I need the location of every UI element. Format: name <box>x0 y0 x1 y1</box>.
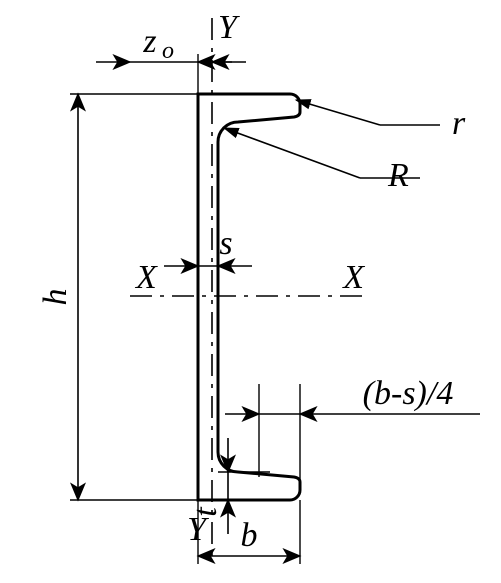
dimension-lines <box>78 62 480 556</box>
label-s: s <box>219 225 232 262</box>
label-x-left: X <box>134 259 158 296</box>
label-bs4: (b-s)/4 <box>363 375 454 412</box>
center-axes <box>130 18 370 560</box>
channel-profile <box>198 94 300 500</box>
label-R-cap: R <box>387 157 409 194</box>
label-t: t <box>187 506 224 517</box>
extension-lines <box>70 54 300 564</box>
label-x-right: X <box>341 259 365 296</box>
label-r: r <box>452 105 466 142</box>
label-zo-o: o <box>162 38 174 64</box>
label-b: b <box>241 517 258 554</box>
diagram-svg: YYXXhbstzorR(b-s)/4 <box>0 0 501 583</box>
label-zo-z: z <box>142 23 156 60</box>
label-y-top: Y <box>218 9 240 46</box>
label-h: h <box>37 289 74 306</box>
